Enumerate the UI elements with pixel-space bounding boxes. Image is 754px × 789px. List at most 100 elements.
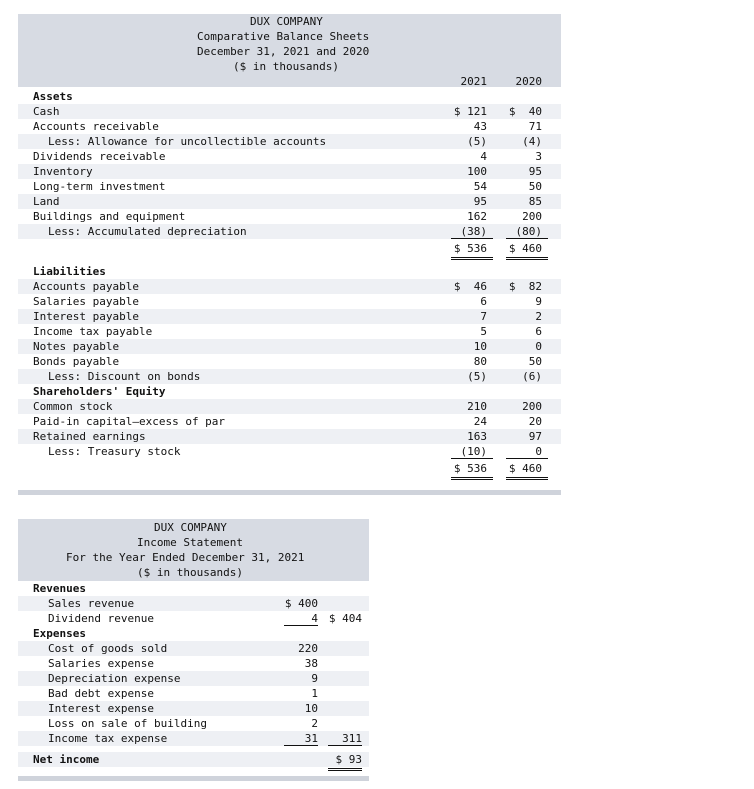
assets-total-2020: $ 460 <box>508 242 542 255</box>
value-2020: 200 <box>522 400 542 413</box>
bs-col-2020: 2020 <box>515 75 543 88</box>
row-label: Income tax payable <box>33 325 153 338</box>
value-2021: 7 <box>480 310 487 323</box>
row-label: Cost of goods sold <box>48 642 168 655</box>
row-label: Loss on sale of building <box>48 717 207 730</box>
row-label: Depreciation expense <box>48 672 181 685</box>
expenses-heading: Expenses <box>33 627 86 640</box>
row-stripe <box>18 731 369 746</box>
row-label: Bad debt expense <box>48 687 154 700</box>
amount: 220 <box>298 642 318 655</box>
is-bottom-bar <box>18 776 369 781</box>
value-2020: 50 <box>528 355 542 368</box>
row-label: Interest expense <box>48 702 154 715</box>
row-label: Accounts receivable <box>33 120 159 133</box>
row-stripe <box>18 596 369 611</box>
is-company: DUX COMPANY <box>154 521 227 534</box>
total: 311 <box>342 732 362 745</box>
row-stripe <box>18 671 369 686</box>
amount: 1 <box>311 687 318 700</box>
row-label: Bonds payable <box>33 355 120 368</box>
value-2021: 162 <box>467 210 487 223</box>
row-stripe <box>18 164 561 179</box>
value-2021: 24 <box>473 415 487 428</box>
value-2020: 85 <box>528 195 542 208</box>
bs-col-2021: 2021 <box>460 75 488 88</box>
value-2020: (6) <box>522 370 542 383</box>
amount: $ 400 <box>284 597 318 610</box>
value-2021: 163 <box>467 430 487 443</box>
row-stripe <box>18 194 561 209</box>
row-label: Less: Accumulated depreciation <box>48 225 247 238</box>
bs-company: DUX COMPANY <box>250 15 323 28</box>
value-2020: 95 <box>528 165 542 178</box>
row-label: Less: Discount on bonds <box>48 370 201 383</box>
value-2020: 71 <box>528 120 542 133</box>
balance-sheet-header-bg <box>18 14 561 87</box>
value-2020: $ 40 <box>508 105 542 118</box>
row-label: Common stock <box>33 400 113 413</box>
row-label: Inventory <box>33 165 93 178</box>
equity-heading: Shareholders' Equity <box>33 385 166 398</box>
row-stripe <box>18 339 561 354</box>
value-2020: $ 82 <box>508 280 542 293</box>
row-label: Interest payable <box>33 310 139 323</box>
value-2021: $ 121 <box>453 105 487 118</box>
value-2020: 6 <box>535 325 542 338</box>
row-label: Sales revenue <box>48 597 135 610</box>
row-stripe <box>18 369 561 384</box>
value-2021: 54 <box>473 180 487 193</box>
liab-equity-total-2020: $ 460 <box>508 462 542 475</box>
net-income-value: $ 93 <box>335 753 363 766</box>
value-2021: (5) <box>467 370 487 383</box>
value-2021: 100 <box>467 165 487 178</box>
row-stripe <box>18 224 561 239</box>
value-2020: (4) <box>522 135 542 148</box>
value-2020: 9 <box>535 295 542 308</box>
underline <box>451 458 493 459</box>
amount: 2 <box>311 717 318 730</box>
row-label: Less: Allowance for uncollectible accoun… <box>48 135 327 148</box>
row-label: Buildings and equipment <box>33 210 186 223</box>
row-stripe <box>18 752 369 767</box>
value-2020: 200 <box>522 210 542 223</box>
value-2020: (80) <box>515 225 543 238</box>
double-underline <box>328 768 362 771</box>
bs-date: December 31, 2021 and 2020 <box>197 45 370 58</box>
row-label: Dividend revenue <box>48 612 154 625</box>
value-2021: 43 <box>473 120 487 133</box>
amount: 10 <box>304 702 318 715</box>
assets-heading: Assets <box>33 90 73 103</box>
value-2020: 20 <box>528 415 542 428</box>
value-2020: 2 <box>535 310 542 323</box>
value-2021: (10) <box>460 445 488 458</box>
row-stripe <box>18 429 561 444</box>
total: $ 404 <box>328 612 362 625</box>
value-2020: 0 <box>535 445 542 458</box>
double-underline <box>451 257 493 260</box>
row-label: Notes payable <box>33 340 120 353</box>
assets-total-2021: $ 536 <box>453 242 487 255</box>
value-2020: 0 <box>535 340 542 353</box>
underline <box>506 238 548 239</box>
value-2021: 6 <box>480 295 487 308</box>
value-2021: 210 <box>467 400 487 413</box>
value-2020: 97 <box>528 430 542 443</box>
net-income-label: Net income <box>33 753 100 766</box>
row-stripe <box>18 641 369 656</box>
row-stripe <box>18 309 561 324</box>
value-2021: 80 <box>473 355 487 368</box>
row-label: Salaries expense <box>48 657 154 670</box>
row-stripe <box>18 399 561 414</box>
liab-equity-total-2021: $ 536 <box>453 462 487 475</box>
underline <box>328 745 362 746</box>
value-2021: 4 <box>480 150 487 163</box>
double-underline <box>451 477 493 480</box>
is-title: Income Statement <box>137 536 243 549</box>
value-2021: 10 <box>473 340 487 353</box>
value-2021: (38) <box>460 225 488 238</box>
value-2021: 95 <box>473 195 487 208</box>
row-stripe <box>18 279 561 294</box>
is-units: ($ in thousands) <box>137 566 243 579</box>
amount: 4 <box>311 612 318 625</box>
